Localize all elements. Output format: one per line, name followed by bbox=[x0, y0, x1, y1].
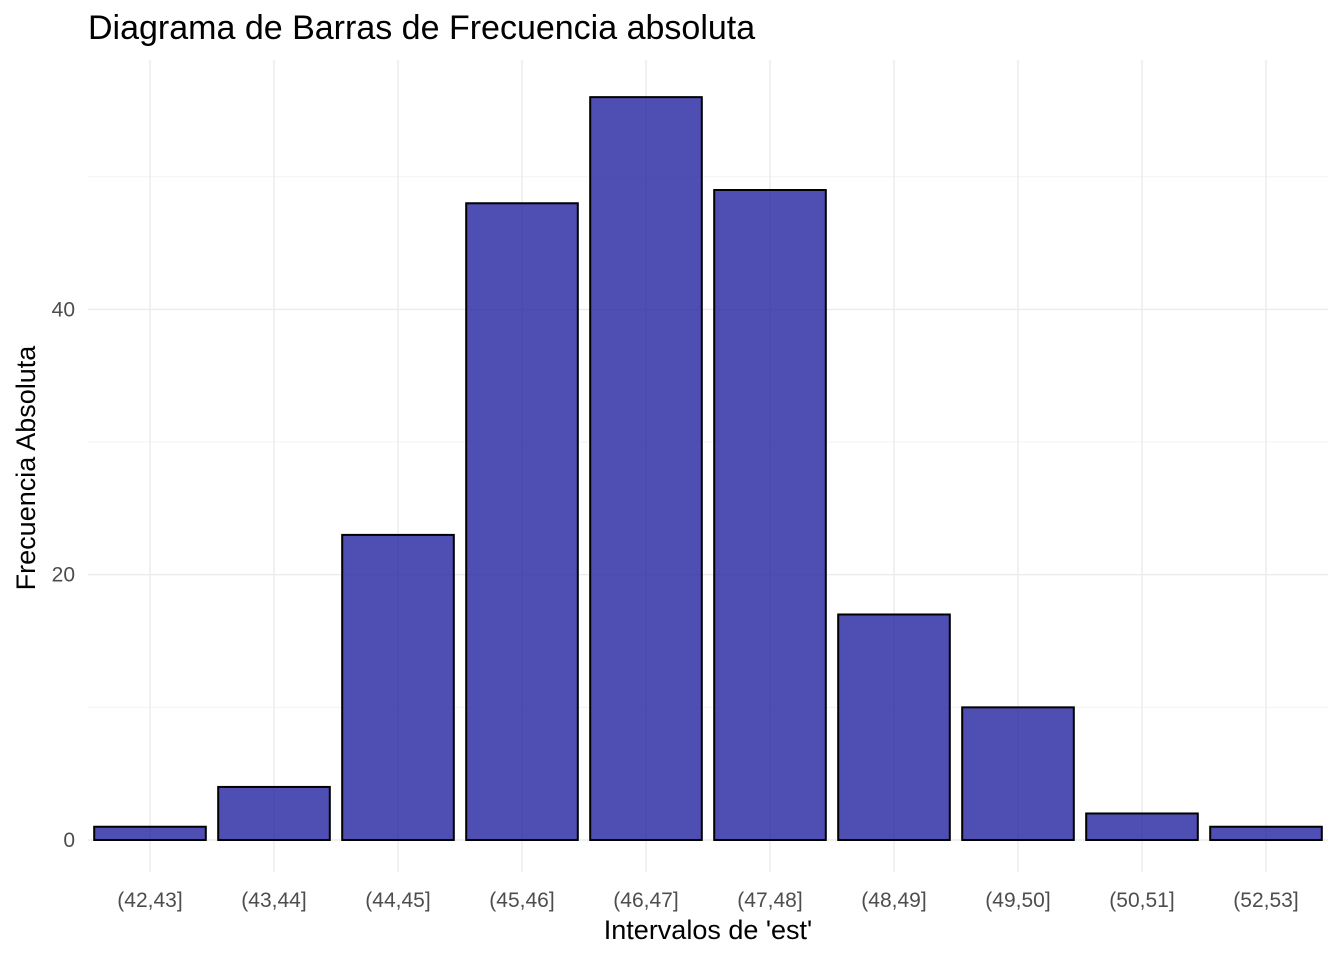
x-tick-label: (52,53] bbox=[1233, 889, 1298, 912]
x-axis-ticks: (42,43] (43,44] (44,45] (45,46] (46,47] (47,4… bbox=[117, 889, 1298, 912]
bar bbox=[961, 706, 1075, 841]
y-axis-title: Frecuencia Absoluta bbox=[11, 345, 41, 591]
bar bbox=[837, 613, 951, 842]
x-tick-label: (43,44] bbox=[241, 889, 306, 912]
bar bbox=[1085, 812, 1199, 841]
bar bbox=[341, 533, 455, 841]
y-axis-ticks: 0 20 40 bbox=[52, 298, 75, 852]
bars-group bbox=[93, 96, 1323, 842]
x-axis-title: Intervalos de 'est' bbox=[604, 915, 812, 945]
bar bbox=[1209, 825, 1323, 841]
x-tick-label: (48,49] bbox=[861, 889, 926, 912]
bar bbox=[217, 785, 331, 842]
grid-lines bbox=[88, 60, 1328, 872]
x-tick-label: (47,48] bbox=[737, 889, 802, 912]
x-tick-label: (45,46] bbox=[489, 889, 554, 912]
bar bbox=[465, 202, 579, 841]
x-tick-label: (49,50] bbox=[985, 889, 1050, 912]
y-tick-label: 40 bbox=[52, 298, 75, 321]
chart-title: Diagrama de Barras de Frecuencia absolut… bbox=[88, 9, 755, 47]
x-tick-label: (44,45] bbox=[365, 889, 430, 912]
y-tick-label: 20 bbox=[52, 564, 75, 587]
x-tick-label: (50,51] bbox=[1109, 889, 1174, 912]
bar bbox=[589, 96, 703, 841]
y-tick-label: 0 bbox=[63, 829, 75, 852]
x-tick-label: (42,43] bbox=[117, 889, 182, 912]
x-tick-label: (46,47] bbox=[613, 889, 678, 912]
bar bbox=[93, 825, 207, 841]
bar bbox=[713, 189, 827, 841]
